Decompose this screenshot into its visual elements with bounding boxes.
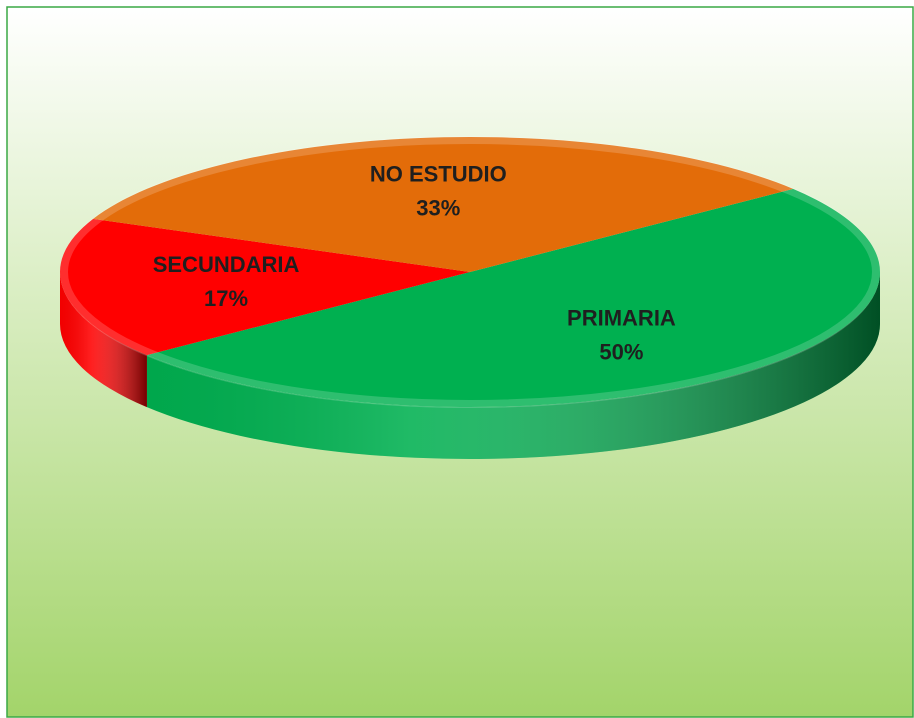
- pie-rim: [60, 136, 880, 408]
- value-label: 17%: [204, 286, 248, 311]
- slice-side-shade: [60, 272, 147, 408]
- pie-tops: [60, 136, 880, 408]
- slice: [146, 188, 880, 407]
- category-label: SECUNDARIA: [153, 252, 300, 277]
- value-label: 33%: [416, 195, 460, 220]
- slice: [60, 218, 471, 356]
- category-label: NO ESTUDIO: [370, 161, 507, 186]
- category-label: PRIMARIA: [567, 306, 676, 331]
- slice-side-shade: [146, 272, 880, 459]
- pie-sides: [60, 272, 880, 459]
- data-labels: PRIMARIA 50% SECUNDARIA 17% NO ESTUDIO 33%: [153, 161, 676, 364]
- slice: [93, 136, 794, 272]
- value-label: 50%: [599, 340, 643, 365]
